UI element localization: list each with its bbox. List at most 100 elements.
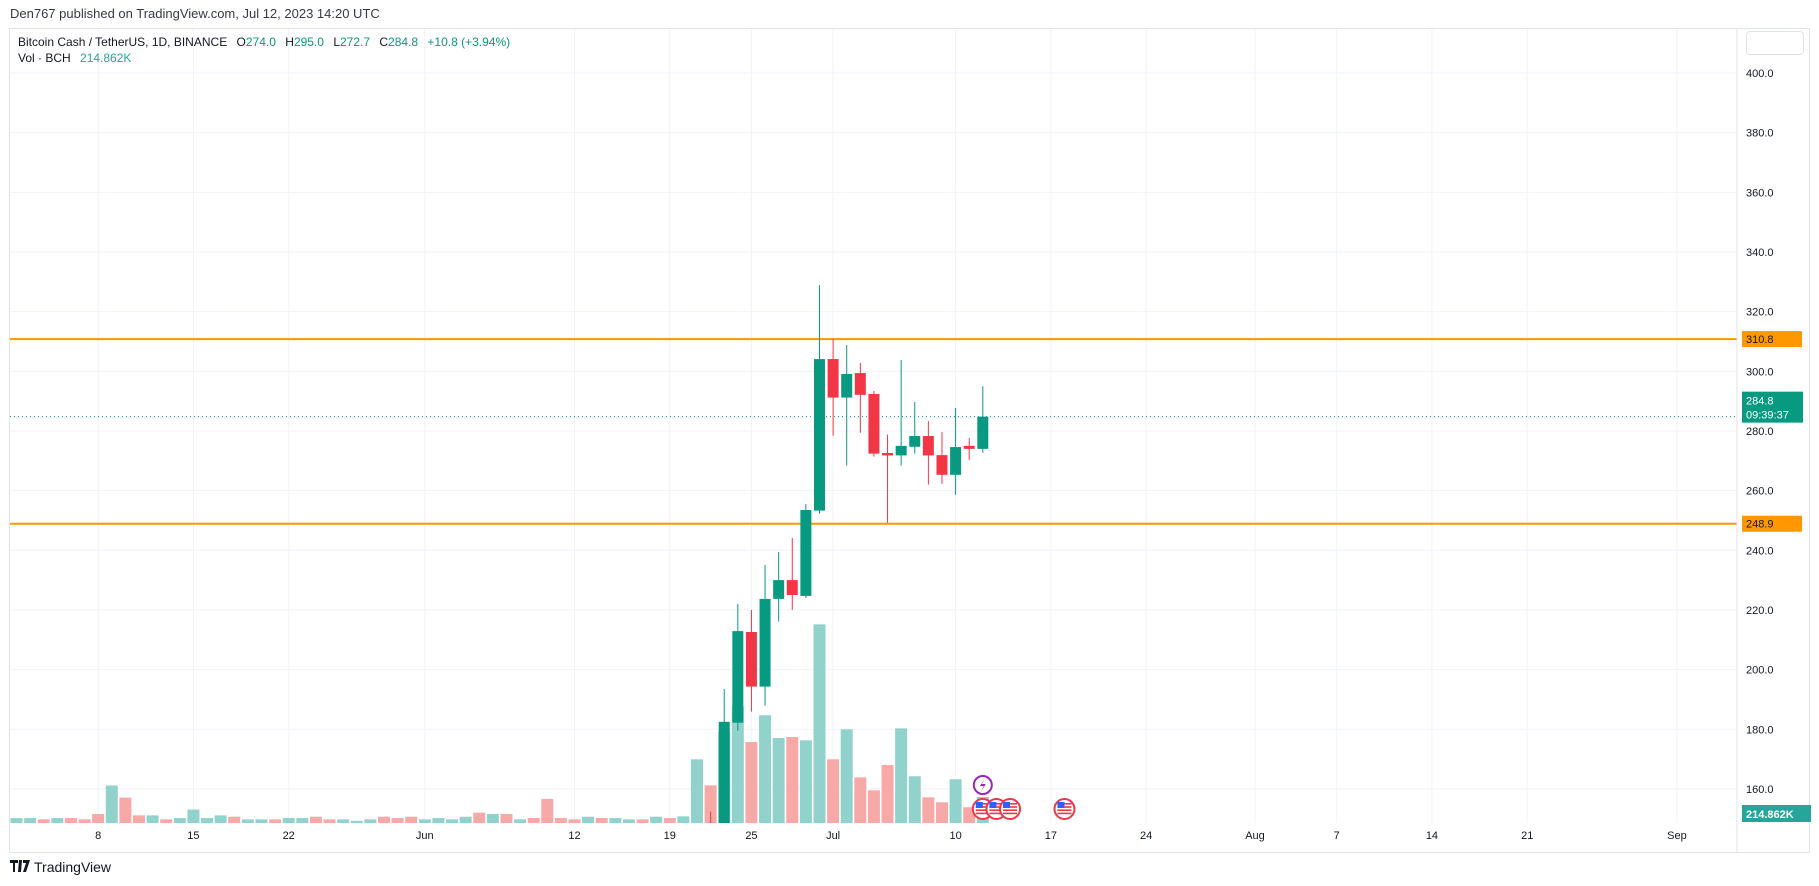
volume-bar [405, 816, 418, 823]
volume-bar [691, 759, 703, 823]
chart-frame [9, 28, 1810, 853]
time-tick-label: 14 [1426, 830, 1438, 842]
time-tick-label: Jul [826, 830, 840, 842]
footer-brand-text: TradingView [34, 859, 112, 875]
volume-bar [500, 814, 513, 823]
flag-icon-canton [1057, 802, 1065, 808]
candle[interactable] [854, 362, 866, 433]
volume-bar [582, 816, 595, 823]
candle-body [922, 436, 934, 456]
candle[interactable] [841, 345, 853, 466]
flag-icon-canton [975, 802, 983, 808]
candle[interactable] [732, 603, 744, 731]
volume-bar [840, 729, 853, 823]
volume-bar [568, 819, 581, 823]
candle-body [841, 373, 853, 398]
time-tick-label: 25 [745, 830, 757, 842]
bar-countdown-label: 09:39:37 [1746, 410, 1789, 422]
volume-bar [827, 759, 840, 823]
flag-icon-stripe [1057, 809, 1072, 811]
volume-bar [554, 818, 567, 823]
lightning-icon[interactable] [972, 775, 993, 795]
symbol-title[interactable]: Bitcoin Cash / TetherUS, 1D, BINANCE [18, 35, 228, 49]
candle[interactable] [773, 552, 785, 622]
candle[interactable] [950, 407, 962, 495]
last-price-label: 284.8 [1746, 396, 1774, 408]
candle-body [786, 580, 798, 596]
level-price-tag [1742, 515, 1802, 532]
candle[interactable] [922, 421, 934, 485]
open-label: O [236, 35, 246, 49]
volume-bar [269, 819, 282, 823]
volume-bar [595, 818, 608, 823]
candle[interactable] [963, 438, 975, 460]
candle[interactable] [718, 688, 730, 846]
close-label: C [379, 35, 389, 49]
chart-settings-box[interactable] [1746, 31, 1804, 55]
volume-bar [255, 819, 268, 823]
volume-bar [786, 737, 799, 823]
flag-icon-stripe [989, 812, 1004, 815]
level-price-tag [1742, 331, 1802, 348]
candle-body [977, 416, 989, 449]
volume-bar [432, 818, 445, 823]
change-value: +10.8 (+3.94%) [427, 35, 511, 49]
chart-legend: Bitcoin Cash / TetherUS, 1D, BINANCE O27… [18, 34, 510, 66]
volume-bar [459, 816, 472, 823]
price-tick-label: 240.0 [1746, 545, 1774, 557]
candle[interactable] [813, 285, 825, 514]
volume-bar [105, 785, 118, 823]
candle[interactable] [882, 434, 894, 523]
volume-bars [10, 624, 989, 823]
candle[interactable] [745, 609, 757, 712]
volume-bar [636, 819, 649, 823]
volume-bar [881, 765, 894, 823]
volume-bar [214, 815, 227, 823]
volume-bar [51, 818, 64, 823]
legend-ohlc-row: Bitcoin Cash / TetherUS, 1D, BINANCE O27… [18, 34, 510, 50]
candle-body [773, 580, 785, 599]
volume-bar [337, 819, 350, 823]
volume-label[interactable]: Vol · BCH [18, 51, 71, 65]
candle[interactable] [759, 564, 771, 706]
candle-body [963, 445, 975, 449]
candle[interactable] [827, 339, 839, 436]
price-tick-label: 220.0 [1746, 605, 1774, 617]
volume-bar [323, 819, 336, 823]
price-tick-label: 280.0 [1746, 426, 1774, 438]
candle[interactable] [909, 402, 921, 454]
volume-bar [514, 819, 527, 823]
candle[interactable] [868, 390, 880, 457]
time-axis[interactable]: 8 15 22 Jun 12 19 25 Jul 10 17 24 Aug 7 14 21 Sep [95, 830, 1687, 842]
volume-bar [37, 819, 50, 823]
volume-bar [650, 816, 663, 823]
volume-bar [24, 818, 37, 823]
price-tick-label: 320.0 [1746, 307, 1774, 319]
candle[interactable] [977, 386, 989, 453]
us-flag-icon[interactable] [1053, 798, 1076, 820]
open-value: 274.0 [245, 35, 276, 49]
candle[interactable] [895, 359, 907, 466]
price-tick-label: 380.0 [1746, 128, 1774, 140]
candle[interactable] [786, 538, 798, 610]
volume-bar [187, 809, 200, 823]
us-flag-icon[interactable] [999, 798, 1022, 820]
candle[interactable] [800, 504, 812, 599]
candle[interactable] [705, 811, 716, 855]
price-tick-label: 260.0 [1746, 486, 1774, 498]
price-tick-label: 300.0 [1746, 366, 1774, 378]
volume-bar [241, 819, 254, 823]
flag-icon-stripe [1057, 812, 1072, 815]
time-tick-label: 24 [1140, 830, 1152, 842]
time-tick-label: 21 [1521, 830, 1533, 842]
price-axis[interactable]: 400.0 380.0 360.0 340.0 320.0 300.0 280.0 260.0… [1742, 68, 1811, 822]
candle[interactable] [936, 432, 948, 484]
level-price-label: 248.9 [1746, 519, 1774, 531]
volume-bar [201, 818, 214, 823]
legend-volume-row: Vol · BCH 214.862K [18, 50, 510, 66]
volume-bar [922, 797, 935, 823]
close-value: 284.8 [388, 35, 419, 49]
volume-bar [486, 814, 499, 823]
volume-bar [949, 779, 962, 823]
